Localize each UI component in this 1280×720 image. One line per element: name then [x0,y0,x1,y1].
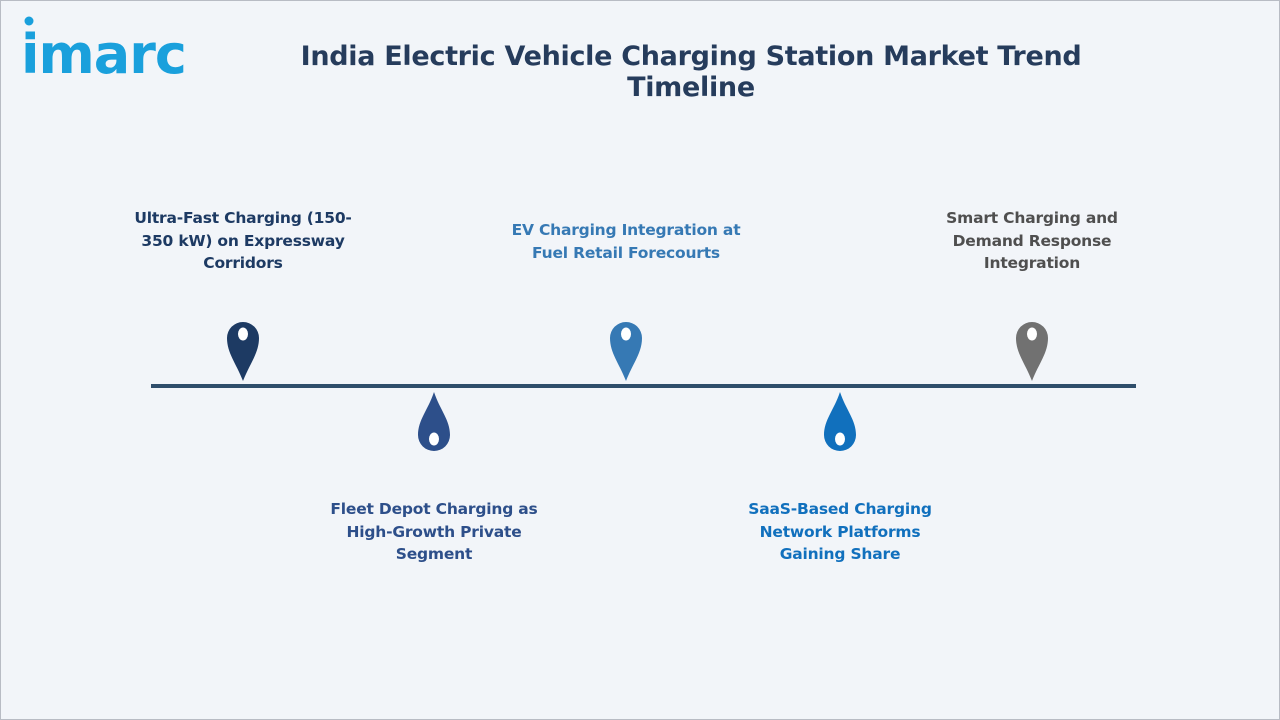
map-pin-icon [227,322,259,381]
imarc-logo: imarc [21,16,187,85]
svg-text:imarc: imarc [21,23,186,85]
map-pin-icon [610,322,642,381]
timeline-label-ultra-fast-charging: Ultra-Fast Charging (150-350 kW) on Expr… [134,209,352,272]
timeline-label-ev-charging-integration: EV Charging Integration at Fuel Retail F… [511,221,741,262]
timeline-label-smart-charging: Smart Charging and Demand Response Integ… [946,209,1118,272]
timeline-label-fleet-depot-charging: Fleet Depot Charging as High-Growth Priv… [330,500,538,563]
droplet-pin-icon [824,392,856,451]
timeline-line [151,384,1136,388]
timeline-label-saas-charging-platforms: SaaS-Based Charging Network Platforms Ga… [748,500,932,563]
droplet-pin-icon [418,392,450,451]
map-pin-icon [1016,322,1048,381]
page-title: India Electric Vehicle Charging Station … [300,41,1082,103]
